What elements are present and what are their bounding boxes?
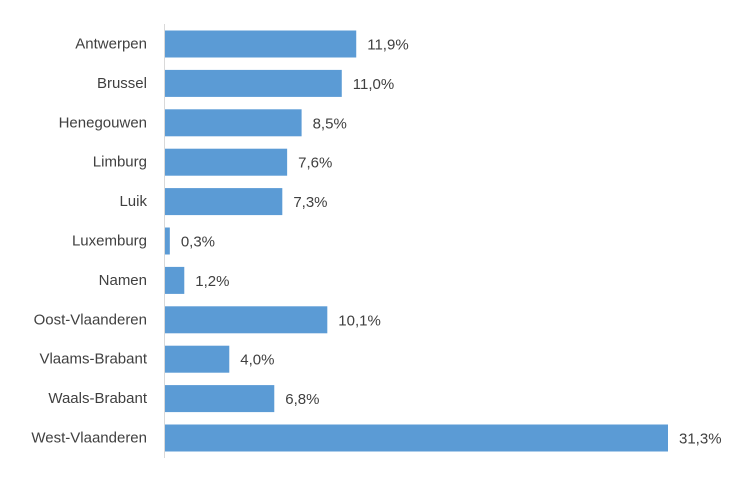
bar-luxemburg [165,227,170,255]
value-label-luxemburg: 0,3% [181,234,215,251]
value-label-vlaams-brabant: 4,0% [240,352,274,369]
bar-waals-brabant [165,385,275,413]
value-label-west-vlaanderen: 31,3% [679,431,722,448]
value-label-waals-brabant: 6,8% [285,391,319,408]
category-label-waals-brabant: Waals-Brabant [48,390,147,407]
bar-oost-vlaanderen [165,306,328,334]
bar-limburg [165,148,288,176]
bar-namen [165,266,185,294]
category-label-vlaams-brabant: Vlaams-Brabant [39,351,147,368]
category-label-luik: Luik [119,193,147,210]
value-label-namen: 1,2% [195,273,229,290]
bars-group [165,30,668,452]
bar-west-vlaanderen [165,424,668,452]
bar-vlaams-brabant [165,345,230,373]
value-label-limburg: 7,6% [298,155,332,172]
category-label-luxemburg: Luxemburg [72,233,147,250]
category-label-henegouwen: Henegouwen [59,114,147,131]
value-label-brussel: 11,0% [353,76,394,93]
value-label-antwerpen: 11,9% [367,37,408,54]
value-label-oost-vlaanderen: 10,1% [338,312,381,329]
bar-luik [165,188,283,216]
value-label-luik: 7,3% [293,194,327,211]
category-label-limburg: Limburg [93,154,147,171]
category-labels-group: Antwerpen Brussel Henegouwen Limburg Luik Lux… [31,36,147,447]
value-labels-group: 11,9% 11,0% 8,5% 7,6% 7,3% 0,3% 1,2% 10,1% 4,0% 6… [181,37,722,448]
category-label-antwerpen: Antwerpen [75,36,147,53]
value-label-henegouwen: 8,5% [313,115,347,132]
bar-antwerpen [165,30,357,58]
bar-henegouwen [165,109,302,137]
category-label-oost-vlaanderen: Oost-Vlaanderen [34,311,147,328]
bar-brussel [165,69,342,97]
category-label-namen: Namen [99,272,147,289]
category-label-brussel: Brussel [97,75,147,92]
category-label-west-vlaanderen: West-Vlaanderen [31,430,147,447]
